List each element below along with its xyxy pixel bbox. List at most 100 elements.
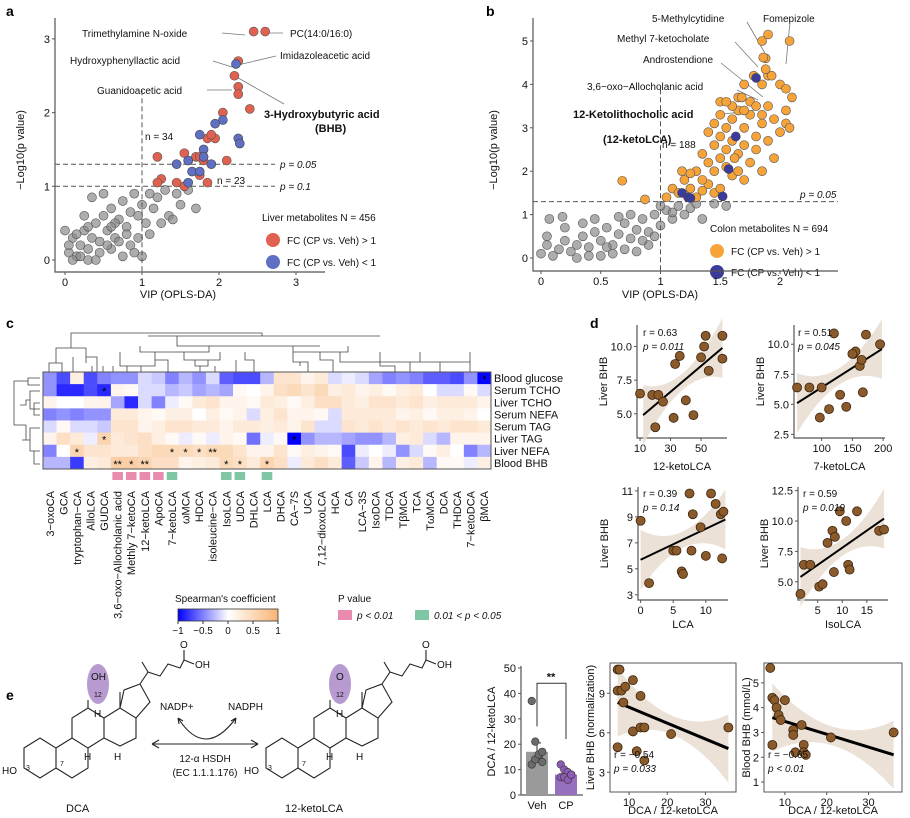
correlation-r: r = 0.51: [798, 328, 833, 339]
data-point-up: [685, 168, 696, 179]
data-point-up: [721, 123, 732, 133]
legend-swatch-up: [710, 244, 724, 258]
correlation-p: p = 0.019: [802, 503, 845, 514]
x-tick-label: 2: [216, 277, 222, 289]
data-point-up: [757, 118, 767, 129]
heatmap-cell: [395, 372, 410, 385]
significance-star: *: [129, 459, 134, 471]
heatmap-cell: [83, 456, 98, 470]
heatmap-cell: [178, 432, 193, 446]
column-label: 7−ketoLCA: [167, 490, 179, 545]
x-tick-label: 0: [62, 277, 68, 289]
data-point-ns: [83, 222, 93, 232]
row-label: Liver TAG: [494, 434, 543, 446]
heatmap-cell: [70, 396, 85, 409]
column-label: AlloLCA: [86, 490, 98, 530]
heatmap-cell: [138, 396, 152, 409]
acid-oh-label: OH: [437, 660, 452, 671]
data-point-ns: [619, 244, 630, 255]
heatmap-cell: [287, 372, 302, 385]
heatmap-cell: [260, 408, 275, 421]
scatter-d3: 0 5 10 3 5 7 9 11 r = 0.39 p = 0.14 LCA Liver BHB: [599, 486, 729, 631]
hydroxyl-label: OH: [91, 672, 106, 683]
heatmap-cell: [233, 396, 247, 409]
panel-label-d: d: [590, 315, 599, 331]
data-point-up: [697, 149, 708, 159]
column-label: THDCA: [452, 490, 464, 529]
heatmap-cell: [368, 420, 383, 433]
y-tick-label: 7.5: [774, 369, 789, 381]
y-axis-label: Liver BHB (normalization): [585, 665, 597, 790]
column-label: TβMCA: [398, 490, 410, 528]
heatmap-cell: [205, 396, 220, 409]
heatmap-cell: [314, 396, 329, 409]
data-point: [857, 387, 868, 398]
heatmap-cell: [178, 444, 193, 458]
data-point: [639, 755, 650, 766]
heatmap-cell: [477, 456, 492, 470]
annotation: Androstendione: [643, 55, 713, 66]
heatmap-cell: [409, 408, 424, 421]
data-point: [688, 410, 699, 421]
data-point-down: [723, 164, 734, 174]
data-point-ns: [589, 227, 600, 237]
heatmap-cell: [382, 372, 397, 385]
heatmap-cell: [273, 384, 288, 397]
y-axis-label: Blood BHB (mmol/L): [741, 677, 753, 777]
data-point: [527, 696, 536, 706]
data-point-up: [202, 177, 213, 188]
data-point-up: [781, 83, 791, 94]
correlation-r: r = 0.59: [803, 489, 838, 500]
heatmap-cell: [423, 396, 437, 409]
heatmap-cell: [205, 372, 220, 385]
heatmap-cell: [233, 420, 247, 433]
data-point-ns: [649, 231, 660, 242]
heatmap-cell: [43, 444, 57, 458]
data-point-down: [194, 129, 205, 140]
count-lower: n = 23: [217, 176, 246, 187]
scatter-e2: 10 20 30 1 2 3 4 5 r = −0.65 p < 0.01 DCA / 12-ket…: [741, 662, 903, 817]
data-point-ns: [191, 203, 201, 214]
heatmap-cell: [219, 372, 234, 385]
data-point-ns: [75, 251, 86, 262]
y-tick-label: 5.0: [617, 409, 632, 421]
data-point: [706, 488, 716, 499]
data-point: [631, 746, 642, 757]
y-tick-label: 10.0: [611, 342, 632, 354]
column-label: UDCA: [235, 490, 247, 522]
colorbar-tick-label: 0.5: [246, 626, 260, 637]
data-point: [852, 506, 862, 517]
heatmap-cell: [287, 384, 302, 397]
heatmap-cell: [260, 420, 275, 433]
row-dendrogram: [13, 377, 40, 465]
x-tick-label: 30: [862, 797, 874, 809]
12ketolca-structure: O 12 H H H 7 3 HO O OH 12-ketoLCA: [244, 640, 452, 815]
heatmap-cell: [165, 444, 180, 458]
heatmap-cell: [110, 408, 125, 421]
correlation-p: p = 0.14: [642, 503, 680, 514]
data-point-up: [229, 70, 240, 81]
data-point-up: [221, 155, 232, 166]
heatmap-cell: [314, 432, 329, 446]
heatmap-cell: [83, 408, 98, 421]
y-tick-label: 1: [44, 181, 50, 193]
data-point: [861, 329, 871, 340]
significance-star: **: [141, 459, 150, 471]
heatmap-cell: [110, 384, 125, 397]
x-tick-label: 5: [815, 605, 821, 617]
heatmap-cell: [300, 432, 315, 446]
data-point: [717, 553, 728, 564]
heatmap-cell: [138, 444, 152, 458]
heatmap-cell: [355, 444, 370, 458]
carbonyl-o-label: O: [422, 640, 430, 651]
heatmap-cell: [192, 444, 207, 458]
heatmap-cell: [409, 420, 424, 433]
data-point-up: [736, 92, 747, 103]
correlation-p: p = 0.045: [797, 342, 840, 353]
data-point-up: [677, 166, 687, 176]
y-tick-label: 10: [504, 765, 516, 777]
data-point-up: [751, 144, 761, 155]
heatmap-cell: [178, 456, 193, 470]
data-point-ns: [60, 225, 70, 236]
heatmap-cell: [83, 384, 98, 397]
